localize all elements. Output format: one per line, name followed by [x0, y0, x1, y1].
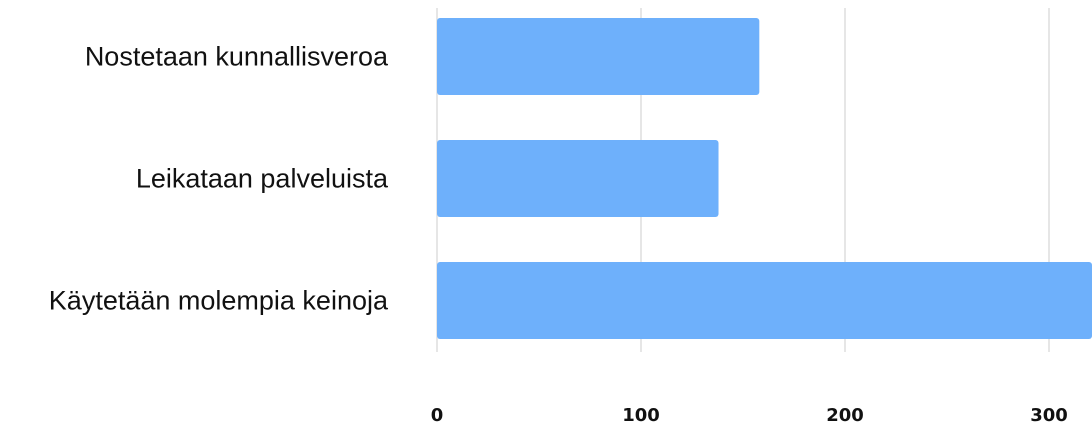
bar-2: [437, 262, 1092, 339]
category-label-2: Käytetään molempia keinoja: [49, 286, 389, 316]
category-label-1: Leikataan palveluista: [136, 164, 389, 194]
category-label-0: Nostetaan kunnallisveroa: [85, 42, 389, 72]
bar-0: [437, 18, 760, 95]
category-labels: Nostetaan kunnallisveroa Leikataan palvel…: [49, 42, 389, 316]
x-tick-label-100: 100: [622, 405, 660, 426]
x-tick-label-300: 300: [1030, 405, 1068, 426]
bars: [437, 18, 1092, 339]
x-axis-tick-labels: 0 100 200 300: [431, 405, 1068, 426]
x-tick-label-0: 0: [431, 405, 444, 426]
x-tick-label-200: 200: [826, 405, 864, 426]
bar-1: [437, 140, 719, 217]
